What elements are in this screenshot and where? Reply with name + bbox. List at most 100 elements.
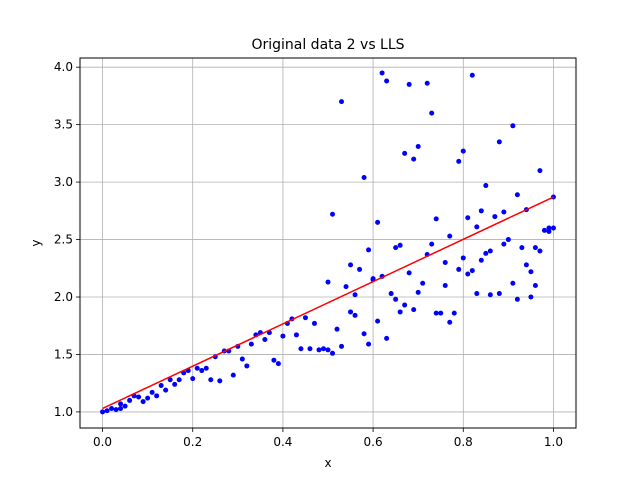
data-point bbox=[348, 262, 354, 268]
data-point bbox=[433, 216, 439, 222]
data-point bbox=[357, 266, 363, 272]
data-point bbox=[510, 123, 516, 129]
data-point bbox=[158, 382, 164, 388]
data-point bbox=[136, 394, 142, 400]
data-point bbox=[293, 332, 299, 338]
data-point bbox=[154, 393, 160, 399]
data-point bbox=[501, 241, 507, 247]
data-point bbox=[465, 215, 471, 221]
data-point bbox=[496, 291, 502, 297]
data-point bbox=[307, 346, 313, 352]
data-point bbox=[460, 255, 466, 261]
data-point bbox=[248, 341, 254, 347]
data-point bbox=[334, 326, 340, 332]
data-point bbox=[447, 233, 453, 239]
data-point bbox=[415, 143, 421, 149]
data-point bbox=[384, 78, 390, 84]
data-point bbox=[465, 271, 471, 277]
data-point bbox=[339, 343, 345, 349]
data-point bbox=[447, 319, 453, 325]
data-point bbox=[429, 110, 435, 116]
data-point bbox=[411, 156, 417, 162]
data-point bbox=[483, 183, 489, 189]
data-point bbox=[208, 377, 214, 383]
data-point bbox=[325, 347, 331, 353]
y-tick-label: 3.5 bbox=[54, 118, 73, 132]
data-point bbox=[483, 250, 489, 256]
data-point bbox=[492, 214, 498, 220]
data-point bbox=[532, 283, 538, 289]
data-point bbox=[190, 376, 196, 382]
data-point bbox=[514, 192, 520, 198]
data-point bbox=[118, 405, 124, 411]
data-point bbox=[275, 361, 281, 367]
data-point bbox=[366, 247, 372, 253]
x-tick-label: 0.8 bbox=[454, 435, 473, 449]
data-point bbox=[438, 310, 444, 316]
data-point bbox=[113, 407, 119, 413]
data-point bbox=[537, 168, 543, 174]
data-point bbox=[230, 372, 236, 378]
y-axis-label: y bbox=[29, 239, 43, 246]
data-point bbox=[348, 309, 354, 315]
data-point bbox=[104, 408, 110, 414]
data-point bbox=[262, 337, 268, 343]
data-point bbox=[478, 208, 484, 214]
data-point bbox=[474, 291, 480, 297]
data-point bbox=[456, 158, 462, 164]
data-point bbox=[411, 307, 417, 313]
data-point bbox=[546, 229, 552, 235]
data-point bbox=[163, 387, 169, 393]
data-point bbox=[203, 365, 209, 371]
data-point bbox=[176, 377, 182, 383]
data-point bbox=[167, 377, 173, 383]
data-point bbox=[280, 333, 286, 339]
data-point bbox=[375, 318, 381, 324]
data-point bbox=[424, 80, 430, 86]
data-point bbox=[109, 405, 115, 411]
y-tick-label: 1.0 bbox=[54, 405, 73, 419]
data-point bbox=[384, 335, 390, 341]
data-point bbox=[199, 368, 205, 374]
data-point bbox=[415, 289, 421, 295]
x-tick-label: 0.4 bbox=[273, 435, 292, 449]
data-point bbox=[487, 292, 493, 298]
data-point bbox=[244, 363, 250, 369]
lls-fit-line bbox=[102, 196, 554, 410]
data-point bbox=[469, 268, 475, 274]
y-axis-ticks: 1.0 1.5 2.0 2.5 3.0 3.5 4.0 bbox=[54, 60, 80, 419]
data-point bbox=[505, 237, 511, 243]
data-point bbox=[397, 309, 403, 315]
data-point bbox=[469, 72, 475, 78]
data-point bbox=[302, 315, 308, 321]
data-point bbox=[406, 270, 412, 276]
data-point bbox=[352, 312, 358, 318]
data-point bbox=[239, 356, 245, 362]
data-point bbox=[420, 280, 426, 286]
data-point bbox=[541, 227, 547, 233]
x-tick-label: 0.2 bbox=[183, 435, 202, 449]
data-point bbox=[406, 81, 412, 87]
data-point bbox=[339, 99, 345, 105]
chart-title: Original data 2 vs LLS bbox=[251, 37, 404, 53]
lls-line-series bbox=[102, 196, 554, 410]
plot-frame bbox=[79, 57, 577, 429]
data-point bbox=[514, 296, 520, 302]
data-point bbox=[402, 302, 408, 308]
data-point bbox=[145, 395, 151, 401]
data-point bbox=[523, 262, 529, 268]
y-tick-label: 3.0 bbox=[54, 175, 73, 189]
data-point bbox=[397, 242, 403, 248]
data-point bbox=[118, 401, 124, 407]
data-point bbox=[316, 347, 322, 353]
x-axis-label: x bbox=[324, 456, 331, 470]
data-point bbox=[325, 279, 331, 285]
data-point bbox=[140, 399, 146, 405]
data-point bbox=[217, 378, 223, 384]
data-point bbox=[330, 350, 336, 356]
y-tick-label: 4.0 bbox=[54, 60, 73, 74]
data-point bbox=[478, 257, 484, 263]
data-point bbox=[487, 248, 493, 254]
